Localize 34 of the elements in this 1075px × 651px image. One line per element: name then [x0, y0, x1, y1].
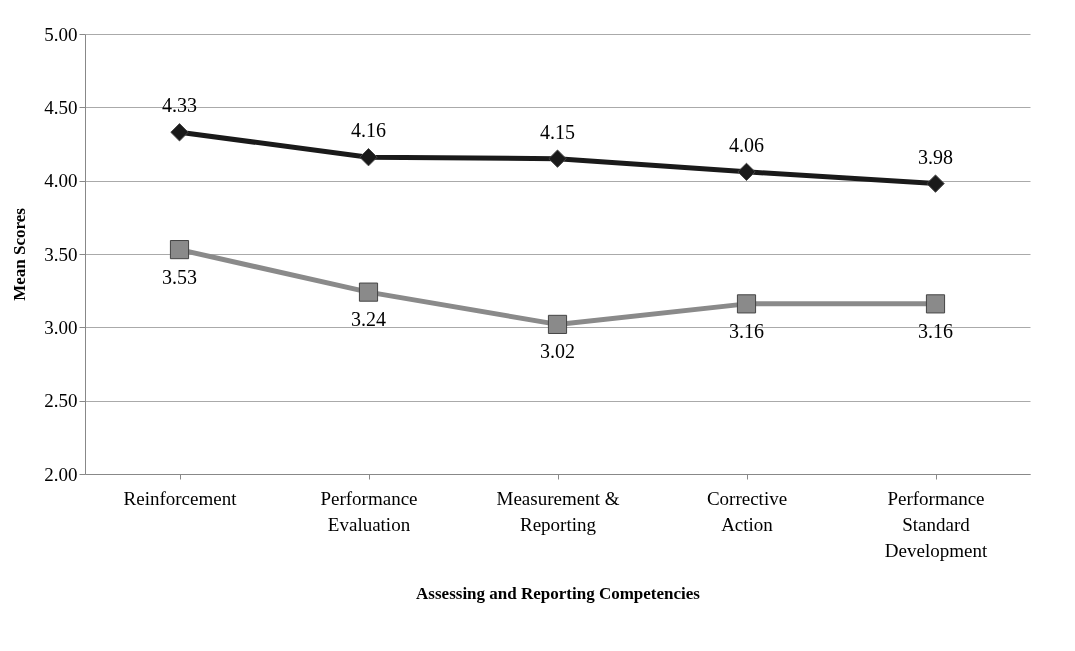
y-tick-label: 3.50 [44, 243, 78, 265]
y-tick-label: 3.00 [44, 316, 78, 338]
data-label: 4.15 [540, 120, 575, 143]
x-tick-label: Reinforcement [123, 487, 238, 509]
point [358, 282, 379, 302]
x-tick-label: Corrective Action [706, 487, 788, 535]
x-tick-label: Measurement & Reporting [496, 487, 620, 535]
data-label: 3.98 [918, 145, 953, 168]
data-label: 3.24 [351, 308, 386, 331]
x-tick-label: Performance Standard Development [884, 487, 988, 561]
point [359, 148, 378, 167]
y-tick-label: 4.00 [44, 170, 78, 192]
y-tick-label: 5.00 [44, 23, 78, 45]
point [926, 174, 945, 193]
y-tick-label: 2.00 [44, 463, 78, 485]
point [169, 240, 190, 260]
point [737, 162, 756, 182]
point [925, 294, 946, 314]
point [547, 314, 568, 334]
x-axis-title: Assessing and Reporting Competencies [416, 583, 701, 603]
data-label: 3.16 [918, 319, 953, 342]
point [736, 294, 757, 314]
data-label: 4.06 [729, 133, 764, 156]
data-label: 3.02 [540, 340, 575, 363]
point [548, 149, 567, 168]
data-label: 3.53 [162, 265, 197, 288]
y-axis-title: Mean Scores [10, 207, 30, 301]
data-label: 4.16 [351, 119, 386, 142]
data-label: 3.16 [729, 319, 764, 342]
x-tick-label: Performance Evaluation [320, 487, 418, 535]
point [170, 123, 189, 142]
data-label: 4.33 [162, 94, 197, 117]
y-tick-label: 2.50 [44, 390, 78, 412]
y-tick-label: 4.50 [44, 96, 78, 118]
